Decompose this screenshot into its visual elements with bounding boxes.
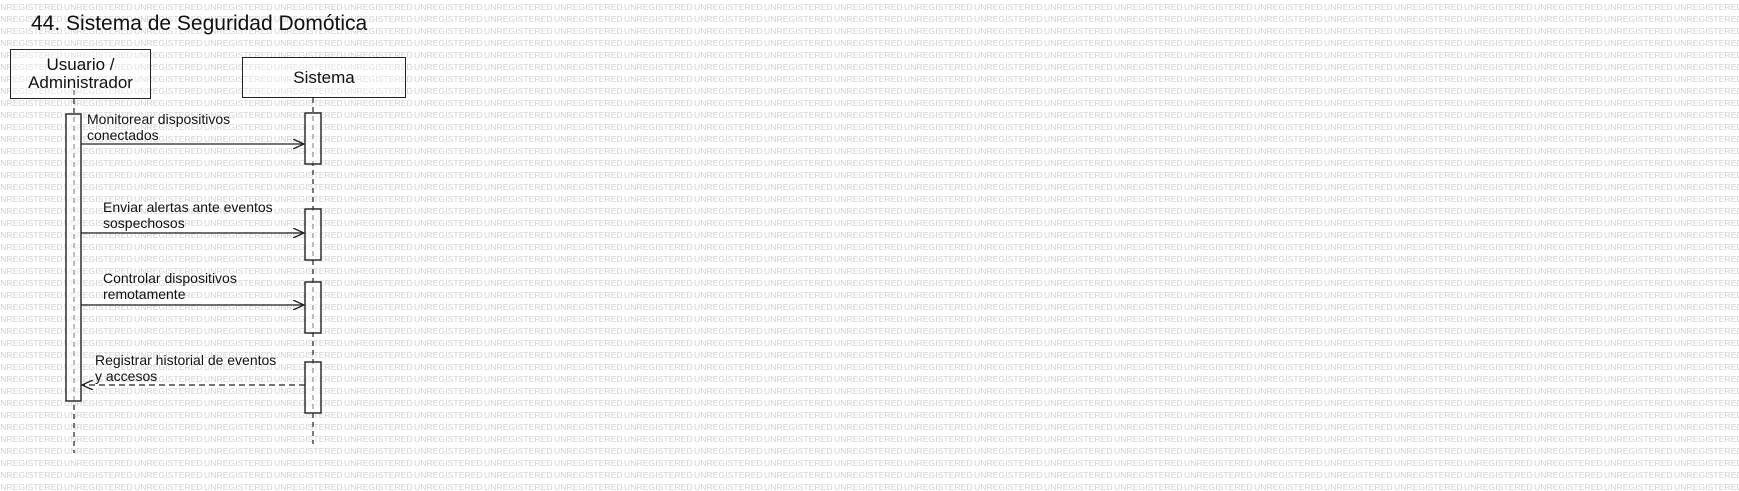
activation-system-1	[304, 112, 322, 165]
activation-user	[65, 113, 82, 402]
lifeline-user-label: Usuario / Administrador	[28, 55, 133, 92]
lifeline-head-user[interactable]: Usuario / Administrador	[10, 49, 151, 99]
lifeline-system-label: Sistema	[293, 67, 355, 87]
lifeline-head-system[interactable]: Sistema	[242, 57, 406, 98]
message-label-4: Registrar historial de eventos y accesos	[95, 352, 277, 384]
message-label-3: Controlar dispositivos remotamente	[103, 270, 237, 302]
activation-system-3	[304, 281, 322, 334]
message-label-1: Monitorear dispositivos conectados	[87, 111, 231, 143]
activation-system-2	[304, 208, 322, 261]
diagram-title: 44. Sistema de Seguridad Domótica	[31, 12, 368, 35]
activation-system-4	[304, 361, 322, 414]
message-label-2: Enviar alertas ante eventos sospechosos	[103, 199, 273, 231]
